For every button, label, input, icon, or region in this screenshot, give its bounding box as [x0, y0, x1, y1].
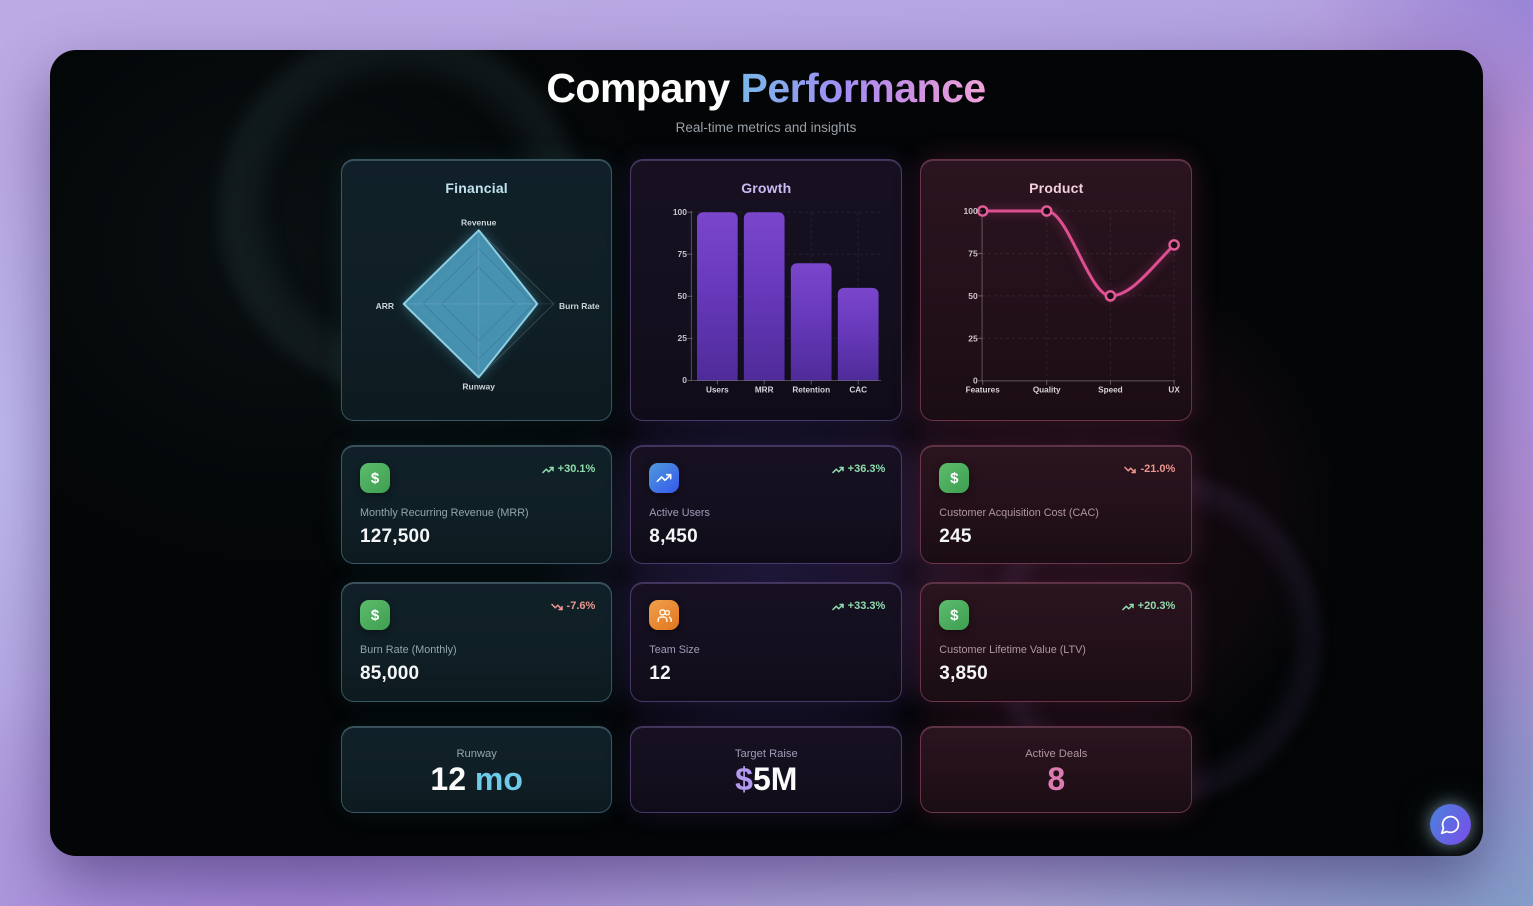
svg-text:Users: Users [706, 385, 729, 394]
svg-text:Quality: Quality [1033, 386, 1061, 395]
svg-text:50: 50 [678, 291, 688, 301]
svg-text:Runway: Runway [462, 381, 495, 391]
svg-text:25: 25 [678, 333, 688, 343]
svg-text:50: 50 [969, 291, 979, 301]
svg-text:ARR: ARR [376, 301, 394, 311]
svg-text:UX: UX [1169, 386, 1181, 395]
svg-text:25: 25 [969, 333, 979, 343]
svg-text:100: 100 [673, 207, 687, 217]
svg-text:0: 0 [973, 376, 978, 386]
svg-text:75: 75 [969, 248, 979, 258]
svg-text:Retention: Retention [793, 385, 831, 394]
svg-text:Revenue: Revenue [461, 218, 497, 228]
svg-text:CAC: CAC [850, 385, 868, 394]
svg-text:75: 75 [678, 249, 688, 259]
svg-text:MRR: MRR [755, 385, 774, 394]
svg-text:Speed: Speed [1098, 386, 1123, 395]
svg-text:0: 0 [683, 375, 688, 385]
svg-text:Features: Features [966, 386, 1001, 395]
svg-text:Burn Rate: Burn Rate [559, 301, 600, 311]
svg-text:100: 100 [964, 206, 978, 216]
